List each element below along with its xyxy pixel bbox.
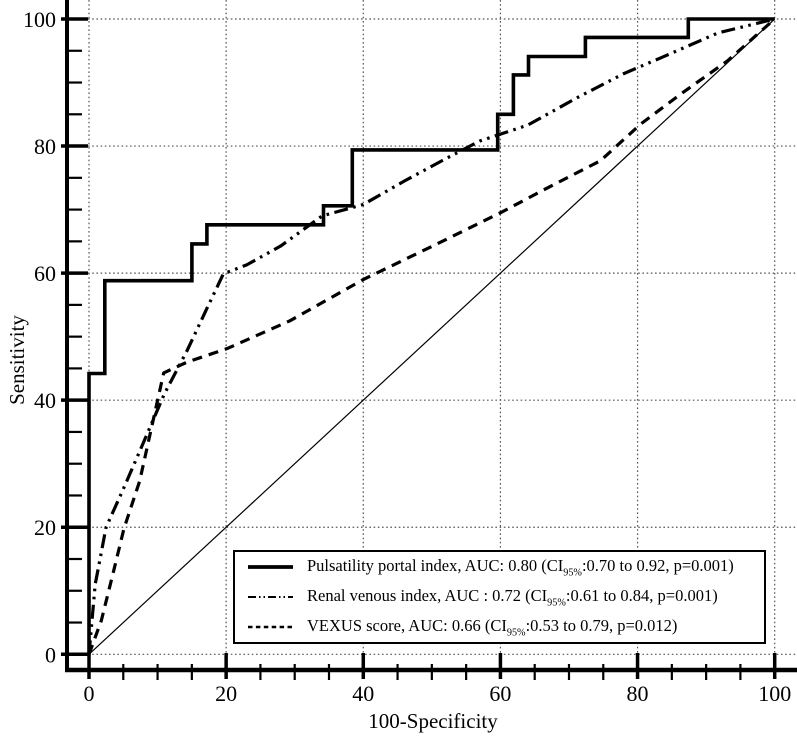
legend-text-pre: Renal venous index, AUC : 0.72 (CI xyxy=(307,585,548,605)
x-tick-label-20: 20 xyxy=(215,681,237,706)
curve-pulsatility-portal-index xyxy=(87,17,775,655)
x-axis-title: 100-Specificity xyxy=(368,709,498,733)
y-tick-label-100: 100 xyxy=(23,7,56,32)
legend-text-post: :0.61 to 0.84, p=0.001) xyxy=(565,585,718,605)
solid-line-swatch-icon xyxy=(248,565,293,569)
legend-item-renal-venous: Renal venous index, AUC : 0.72 (CI95%:0.… xyxy=(235,582,764,612)
legend-text-sub: 95% xyxy=(547,597,566,609)
x-tick-label-60: 60 xyxy=(489,681,511,706)
y-tick-label-20: 20 xyxy=(34,515,56,540)
legend-text-pre: Pulsatility portal index, AUC: 0.80 (CI xyxy=(307,555,564,575)
ticks-group xyxy=(61,17,777,680)
y-tick-label-40: 40 xyxy=(34,388,56,413)
legend-text-sub: 95% xyxy=(563,567,582,579)
legend-text-post: :0.53 to 0.79, p=0.012) xyxy=(525,615,678,635)
curve-vexus-score xyxy=(87,17,776,655)
x-tick-label-80: 80 xyxy=(627,681,649,706)
legend-text-sub: 95% xyxy=(506,627,526,639)
legend-box: Pulsatility portal index, AUC: 0.80 (CI9… xyxy=(233,550,766,644)
dashed-line-swatch-icon xyxy=(248,625,293,629)
legend-text-pre: VEXUS score, AUC: 0.66 (CI xyxy=(307,615,507,635)
legend-label: VEXUS score, AUC: 0.66 (CI95%:0.53 to 0.… xyxy=(307,616,677,638)
curve-renal-venous-index xyxy=(87,17,776,655)
dash-dot-dot-line-swatch-icon xyxy=(248,596,293,598)
y-axis-title: Sensitivity xyxy=(5,315,29,405)
legend-label: Pulsatility portal index, AUC: 0.80 (CI9… xyxy=(307,556,734,578)
x-tick-label-0: 0 xyxy=(84,681,95,706)
legend-text-post: :0.70 to 0.92, p=0.001) xyxy=(581,555,734,575)
axis-titles-group: 100-Specificity Sensitivity xyxy=(5,315,498,733)
legend-item-pulsatility: Pulsatility portal index, AUC: 0.80 (CI9… xyxy=(235,552,764,582)
curve-reference-diagonal xyxy=(88,18,776,655)
legend-label: Renal venous index, AUC : 0.72 (CI95%:0.… xyxy=(307,586,718,608)
y-tick-label-60: 60 xyxy=(34,261,56,286)
y-tick-label-0: 0 xyxy=(45,642,56,667)
y-tick-label-80: 80 xyxy=(34,134,56,159)
legend-item-vexus: VEXUS score, AUC: 0.66 (CI95%:0.53 to 0.… xyxy=(235,612,764,642)
x-tick-label-100: 100 xyxy=(758,681,791,706)
x-tick-label-40: 40 xyxy=(352,681,374,706)
curves-group xyxy=(87,17,776,655)
tick-labels-group: 0 20 40 60 80 100 0 20 40 60 80 100 xyxy=(23,7,791,706)
